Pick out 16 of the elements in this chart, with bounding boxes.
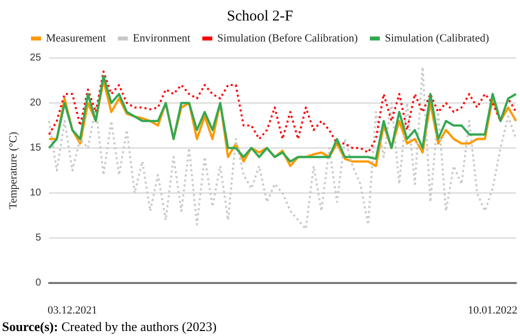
y-axis-title: Temperature (°C) (8, 132, 20, 210)
y-tick-label: 20 (30, 98, 42, 108)
line-series (48, 66, 517, 230)
y-tick-label: 15 (30, 142, 42, 154)
y-tick-label: 5 (35, 232, 42, 244)
source-note: Source(s): Created by the authors (2023) (2, 319, 217, 334)
x-tick-label: 03.12.2021 (48, 304, 98, 316)
y-tick-label: 25 (30, 52, 42, 64)
legend-label: Measurement (46, 32, 106, 44)
legend-label: Simulation (Before Calibration) (217, 32, 358, 44)
legend-label: Environment (132, 32, 190, 44)
y-tick-label: 0 (35, 278, 42, 288)
x-tick-label: 10.01.2022 (468, 304, 518, 316)
legend-label: Simulation (Calibrated) (384, 32, 490, 44)
y-tick-label: 10 (30, 188, 42, 198)
chart-title: School 2-F (226, 8, 294, 24)
